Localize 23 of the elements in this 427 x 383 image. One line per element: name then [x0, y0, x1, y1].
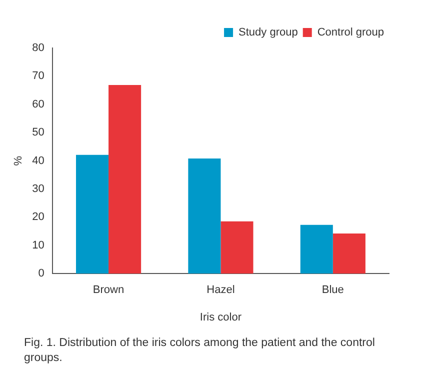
y-tick-label: 80 — [32, 42, 44, 54]
x-tick-label: Blue — [322, 284, 344, 296]
y-tick-label: 0 — [38, 268, 44, 280]
y-tick-label: 10 — [32, 239, 44, 252]
bar — [220, 221, 254, 274]
y-tick-label: 20 — [32, 211, 44, 224]
y-tick-label: 50 — [32, 126, 44, 139]
y-tick-label: 30 — [32, 183, 44, 196]
y-tick-label: 60 — [32, 98, 44, 110]
x-tick-label: Hazel — [206, 284, 235, 296]
x-axis-title: Iris color — [200, 311, 242, 324]
bar — [332, 234, 366, 274]
bar — [188, 158, 221, 274]
legend-label: Study group — [238, 26, 298, 39]
bar — [108, 84, 142, 274]
bar — [76, 154, 109, 274]
legend-label: Control group — [317, 26, 384, 39]
y-tick-label: 70 — [32, 70, 44, 82]
y-axis-title: % — [12, 156, 25, 166]
bar — [300, 224, 333, 274]
caption: Fig. 1. Distribution of the iris colors among the patient and the control groups. — [24, 336, 376, 366]
x-tick-label: Brown — [92, 284, 124, 296]
y-tick-label: 40 — [32, 154, 44, 167]
